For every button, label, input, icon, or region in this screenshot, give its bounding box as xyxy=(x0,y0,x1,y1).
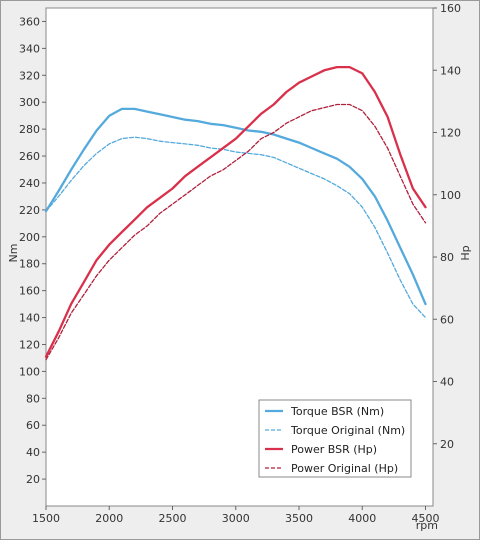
y-left-tick-label: 200 xyxy=(19,231,40,244)
legend-label-4: Power Original (Hp) xyxy=(291,462,398,475)
legend-label-3: Power BSR (Hp) xyxy=(291,443,377,456)
y-right-tick-label: 20 xyxy=(440,438,454,451)
y-left-tick-label: 140 xyxy=(19,312,40,325)
y-left-tick-label: 100 xyxy=(19,365,40,378)
x-tick-label: 2500 xyxy=(159,512,187,525)
y-left-tick-label: 120 xyxy=(19,338,40,351)
legend-box xyxy=(258,399,412,478)
y-right-tick-label: 40 xyxy=(440,376,454,389)
y-left-tick-label: 40 xyxy=(26,446,40,459)
series-line-3 xyxy=(44,65,427,358)
y-left-tick-label: 180 xyxy=(19,258,40,271)
x-tick-label: 4000 xyxy=(348,512,376,525)
y-right-tick-label: 160 xyxy=(440,2,461,15)
y-left-tick-label: 300 xyxy=(19,96,40,109)
y-axis-title-right: Hp xyxy=(459,245,472,260)
y-left-tick-label: 340 xyxy=(19,42,40,55)
y-left-tick-label: 260 xyxy=(19,150,40,163)
x-tick-label: 2000 xyxy=(95,512,123,525)
chart-legend: Torque BSR (Nm) Torque Original (Nm) Power… xyxy=(258,399,412,478)
x-tick-label: 3500 xyxy=(285,512,313,525)
y-left-tick-label: 60 xyxy=(26,419,40,432)
y-left-tick-label: 220 xyxy=(19,204,40,217)
y-right-tick-label: 60 xyxy=(440,313,454,326)
y-right-tick-label: 100 xyxy=(440,189,461,202)
y-left-tick-label: 360 xyxy=(19,15,40,28)
y-left-tick-label: 80 xyxy=(26,392,40,405)
legend-label-2: Torque Original (Nm) xyxy=(290,424,405,437)
y-left-tick-label: 240 xyxy=(19,177,40,190)
series-line-2 xyxy=(45,136,427,319)
series-line-1 xyxy=(44,107,427,306)
y-left-tick-label: 20 xyxy=(26,473,40,486)
x-axis-title: rpm xyxy=(416,519,438,532)
y-left-tick-label: 320 xyxy=(19,69,40,82)
y-right-tick-label: 140 xyxy=(440,64,461,77)
x-tick-label: 4500 xyxy=(412,512,440,525)
y-left-tick-label: 280 xyxy=(19,123,40,136)
y-left-tick-label: 160 xyxy=(19,285,40,298)
y-right-tick-label: 120 xyxy=(440,127,461,140)
y-right-tick-label: 80 xyxy=(440,251,454,264)
x-tick-label: 3000 xyxy=(222,512,250,525)
x-tick-label: 1500 xyxy=(32,512,60,525)
legend-label-1: Torque BSR (Nm) xyxy=(290,405,384,418)
series-line-4 xyxy=(45,103,427,361)
y-axis-title-left: Nm xyxy=(7,244,20,263)
